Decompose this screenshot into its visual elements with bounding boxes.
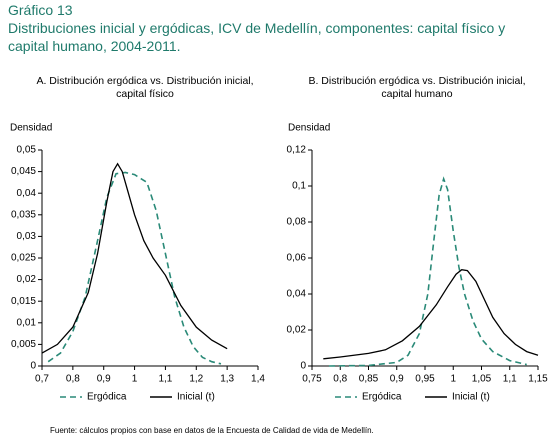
y-tick-label: 0,04 bbox=[17, 188, 37, 199]
y-tick-label: 0 bbox=[300, 361, 306, 372]
legend-label: Ergódica bbox=[362, 392, 402, 403]
density-line bbox=[47, 171, 222, 365]
figure-label: Gráfico 13 bbox=[8, 2, 73, 18]
x-tick-label: 0,95 bbox=[415, 374, 435, 385]
y-tick-label: 0,05 bbox=[17, 145, 37, 156]
legend-label: Inicial (t) bbox=[177, 392, 215, 403]
figure-title: Distribuciones inicial y ergódicas, ICV … bbox=[8, 20, 506, 54]
y-tick-label: 0,08 bbox=[287, 217, 307, 228]
x-tick-label: 1,1 bbox=[158, 374, 172, 385]
panel-title: B. Distribución ergódica vs. Distribució… bbox=[308, 75, 526, 100]
y-tick-label: 0,045 bbox=[11, 166, 36, 177]
y-tick-label: 0,015 bbox=[11, 296, 36, 307]
x-tick-label: 1,2 bbox=[189, 374, 203, 385]
legend-label: Inicial (t) bbox=[452, 392, 490, 403]
y-tick-label: 0 bbox=[30, 361, 36, 372]
source-note: Fuente: cálculos propios con base en dat… bbox=[50, 426, 374, 435]
y-tick-label: 0,04 bbox=[287, 289, 307, 300]
x-tick-label: 0,75 bbox=[302, 374, 322, 385]
y-tick-label: 0,06 bbox=[287, 253, 307, 264]
legend-label: Ergódica bbox=[87, 392, 127, 403]
y-tick-label: 0,03 bbox=[17, 231, 37, 242]
density-line bbox=[328, 176, 527, 367]
x-tick-label: 0,8 bbox=[333, 374, 347, 385]
x-tick-label: 1 bbox=[132, 374, 138, 385]
y-tick-label: 0,1 bbox=[292, 181, 306, 192]
panel-title: A. Distribución ergódica vs. Distribució… bbox=[36, 75, 254, 100]
x-tick-label: 1,4 bbox=[251, 374, 265, 385]
y-tick-label: 0,01 bbox=[17, 317, 37, 328]
x-tick-label: 1 bbox=[450, 374, 456, 385]
x-tick-label: 0,9 bbox=[97, 374, 111, 385]
x-tick-label: 1,05 bbox=[472, 374, 492, 385]
density-line bbox=[323, 269, 539, 360]
y-axis-label: Densidad bbox=[288, 123, 330, 134]
y-tick-label: 0,005 bbox=[11, 339, 36, 350]
x-tick-label: 0,8 bbox=[66, 374, 80, 385]
y-tick-label: 0,025 bbox=[11, 253, 36, 264]
x-tick-label: 1,3 bbox=[220, 374, 234, 385]
x-tick-label: 1,1 bbox=[503, 374, 517, 385]
x-tick-label: 0,9 bbox=[390, 374, 404, 385]
y-tick-label: 0,02 bbox=[287, 325, 307, 336]
density-line bbox=[41, 162, 228, 354]
y-tick-label: 0,035 bbox=[11, 209, 36, 220]
y-tick-label: 0,02 bbox=[17, 274, 37, 285]
x-tick-label: 0,7 bbox=[35, 374, 49, 385]
y-axis-label: Densidad bbox=[10, 123, 52, 134]
x-tick-label: 1,15 bbox=[528, 374, 548, 385]
x-tick-label: 0,85 bbox=[359, 374, 379, 385]
y-tick-label: 0,12 bbox=[287, 145, 307, 156]
